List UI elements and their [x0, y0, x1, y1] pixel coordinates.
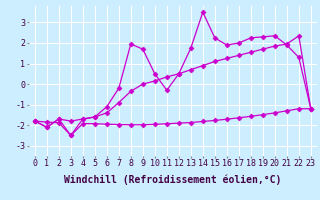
X-axis label: Windchill (Refroidissement éolien,°C): Windchill (Refroidissement éolien,°C) — [64, 174, 282, 185]
